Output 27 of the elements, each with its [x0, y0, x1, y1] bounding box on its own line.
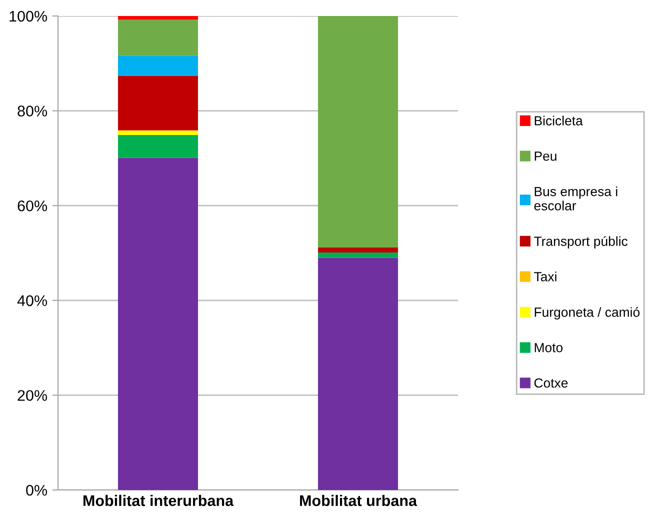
legend-label: Taxi: [534, 272, 556, 282]
bar: [118, 56, 198, 76]
legend-label: Moto: [534, 343, 563, 352]
legend-label: Bicicleta: [534, 116, 583, 126]
bar: [318, 247, 398, 253]
bar: [118, 158, 198, 490]
y-tick-label: 60%: [18, 200, 48, 212]
y-tick-label: 0%: [26, 484, 48, 496]
bar: [118, 16, 198, 20]
legend-label: Transport públic: [534, 236, 628, 249]
bar: [118, 131, 198, 135]
y-tick-label: 100%: [10, 10, 48, 22]
bar: [118, 134, 198, 158]
x-tick-label: Mobilitat urbana: [300, 494, 418, 506]
legend-label: Peu: [534, 152, 556, 161]
x-tick-label: Mobilitat interurbana: [83, 494, 234, 506]
bar: [318, 252, 398, 258]
bar: [318, 258, 398, 490]
legend-label: Cotxe: [534, 378, 568, 388]
legend-label: Furgoneta / camió: [534, 307, 640, 320]
legend-label: Bus empresa i escolar: [534, 186, 618, 210]
bar: [118, 76, 198, 130]
y-tick-label: 80%: [18, 106, 48, 116]
y-tick-label: 40%: [17, 295, 48, 306]
bar: [118, 20, 198, 56]
y-tick-label: 20%: [18, 390, 48, 401]
bar: [318, 16, 398, 248]
